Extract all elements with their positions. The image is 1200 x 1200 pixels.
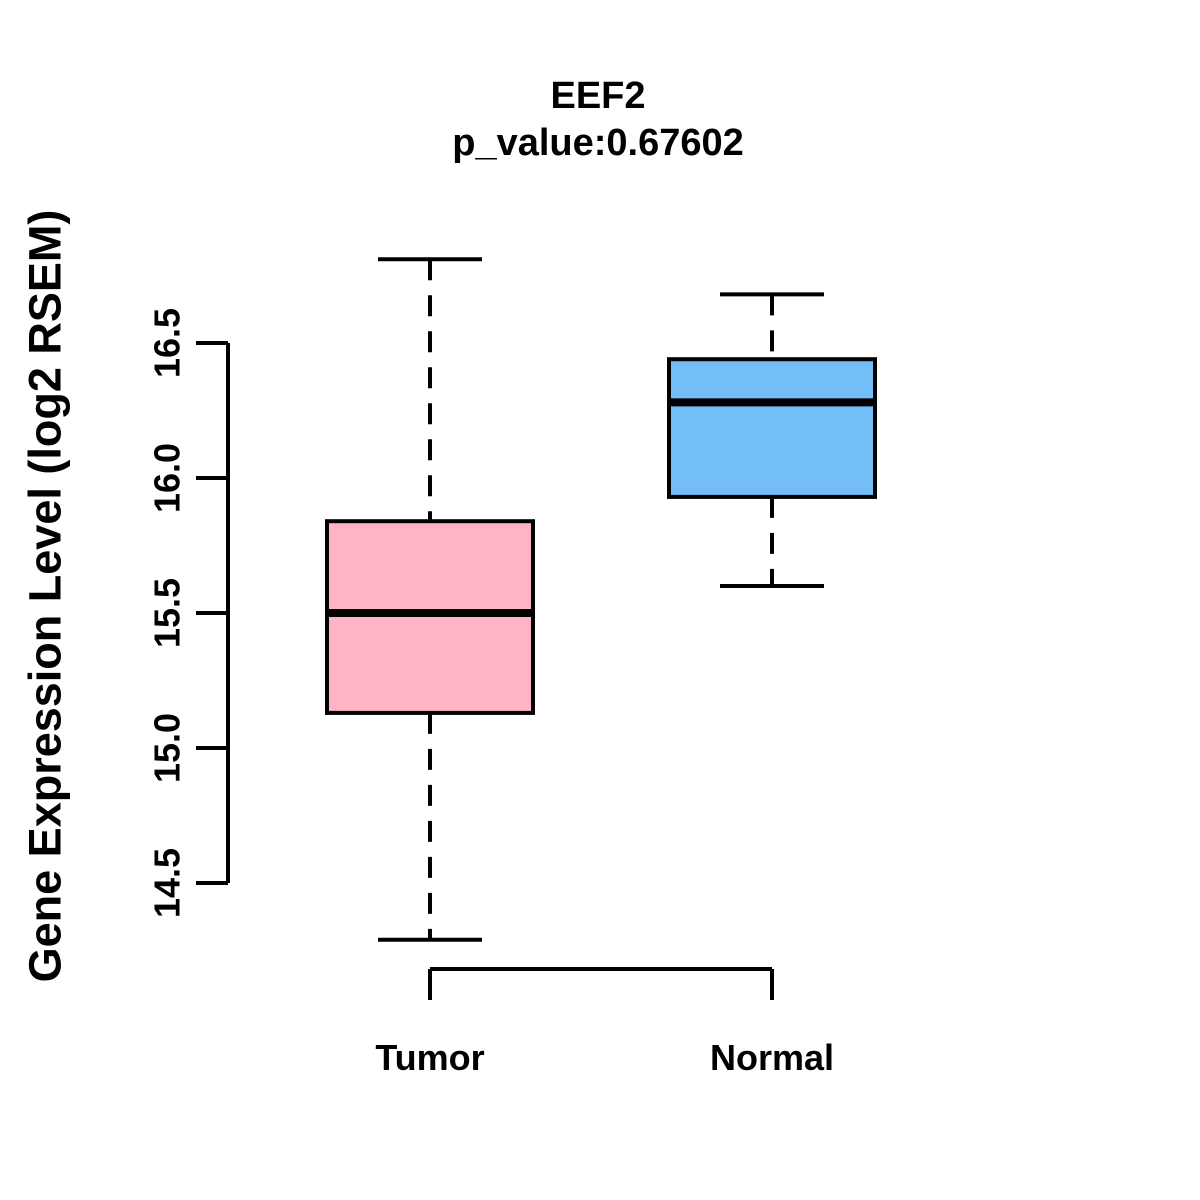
- y-axis: 14.5 15.0 15.5 16.0 16.5: [147, 308, 230, 918]
- x-category-label: Tumor: [375, 1037, 484, 1078]
- chart-title: EEF2: [550, 75, 645, 117]
- chart-subtitle: p_value:0.67602: [452, 122, 744, 164]
- y-axis-label: Gene Expression Level (log2 RSEM): [20, 210, 71, 983]
- y-axis-tick-label: 15.5: [147, 578, 188, 648]
- y-axis-tick-label: 16.0: [147, 443, 188, 513]
- x-category-label: Normal: [710, 1037, 834, 1078]
- iqr-box-normal: [667, 357, 877, 499]
- box-group-tumor: [325, 257, 535, 942]
- y-axis-tick-label: 16.5: [147, 308, 188, 378]
- box-group-normal: [667, 292, 877, 588]
- y-axis-tick-label: 15.0: [147, 713, 188, 783]
- iqr-box-tumor: [325, 519, 535, 715]
- y-axis-tick-label: 14.5: [147, 848, 188, 918]
- box-series: [325, 257, 877, 942]
- x-axis: Tumor Normal: [375, 967, 834, 1078]
